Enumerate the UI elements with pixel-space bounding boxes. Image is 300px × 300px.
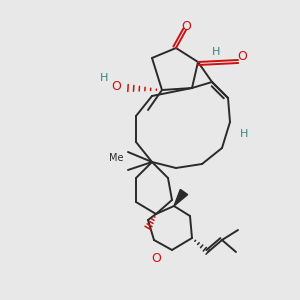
Text: O: O: [181, 20, 191, 32]
Text: H: H: [212, 47, 220, 57]
Text: Me: Me: [109, 153, 123, 163]
Text: H: H: [240, 129, 248, 139]
Text: O: O: [111, 80, 121, 92]
Text: O: O: [237, 50, 247, 62]
Text: O: O: [151, 251, 161, 265]
Text: H: H: [100, 73, 108, 83]
Polygon shape: [174, 189, 188, 206]
